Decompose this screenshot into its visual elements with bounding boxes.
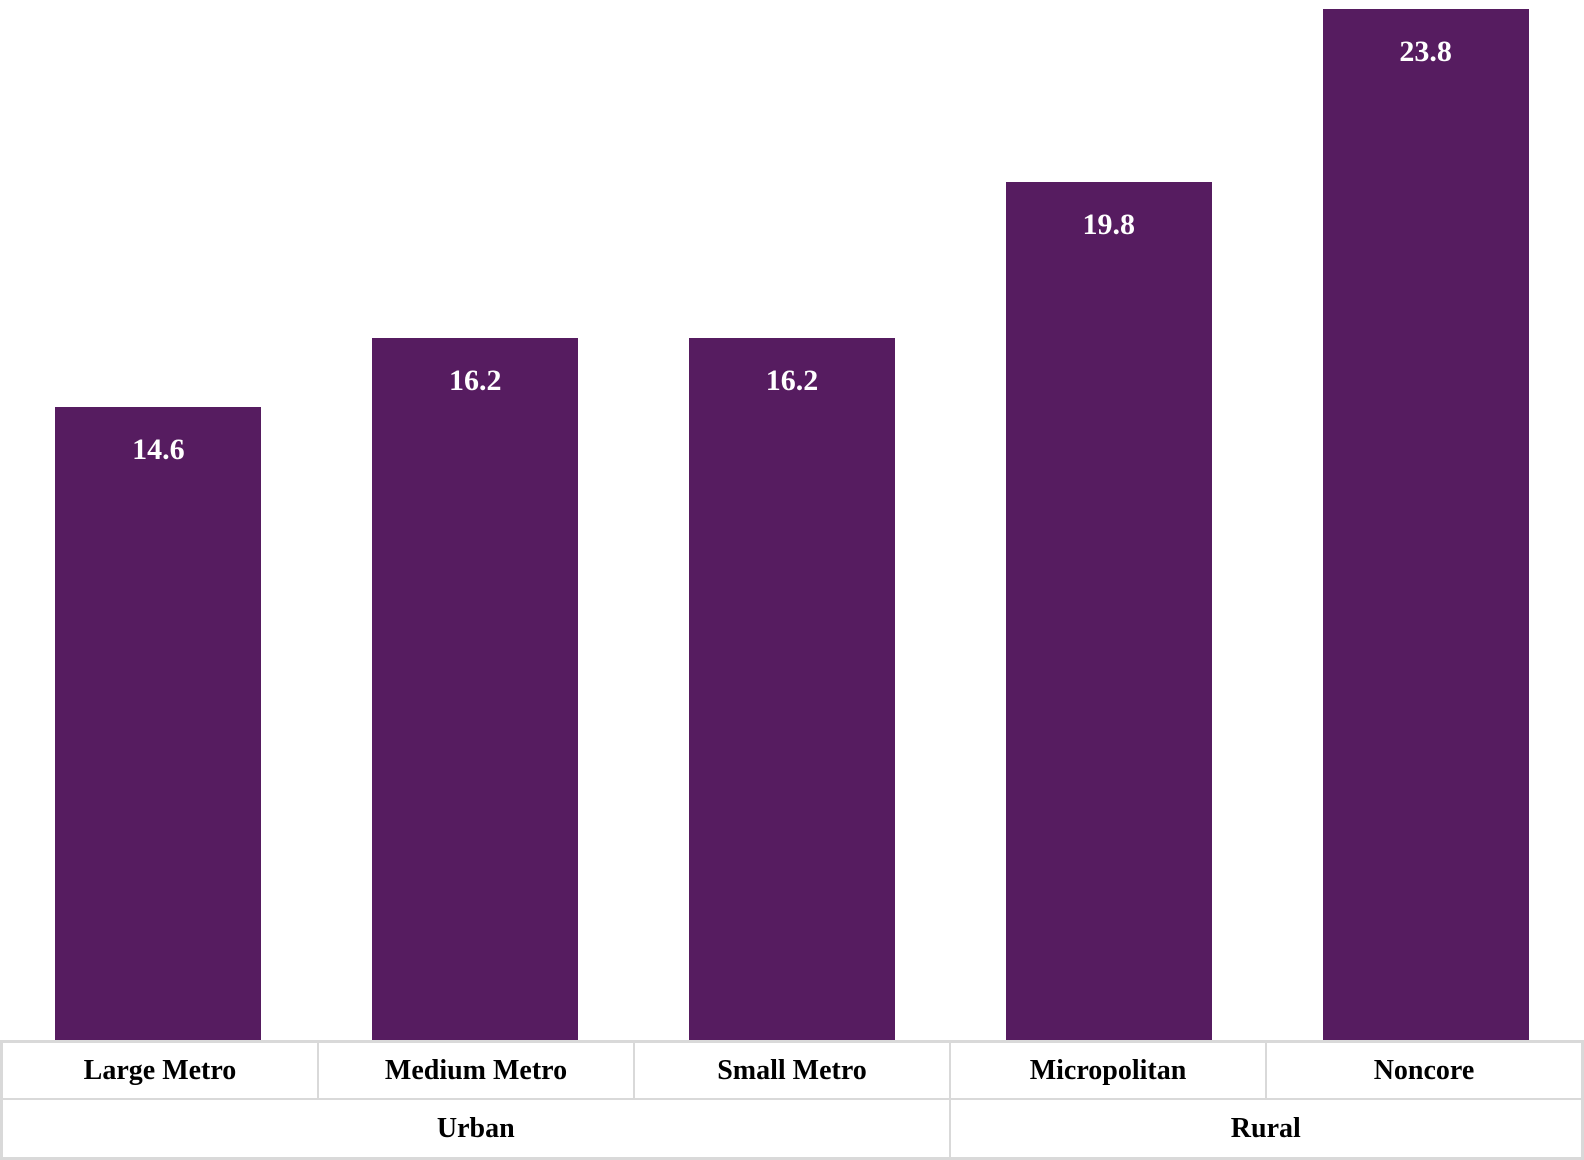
bar: 16.2	[372, 338, 579, 1040]
category-label: Small Metro	[635, 1043, 951, 1098]
bar-value-label: 14.6	[132, 433, 185, 466]
group-label-row: Urban Rural	[3, 1100, 1581, 1157]
bar: 16.2	[689, 338, 895, 1040]
bar-value-label: 23.8	[1399, 35, 1452, 68]
bar-column: 14.6	[0, 0, 317, 1040]
bar: 23.8	[1322, 9, 1529, 1040]
bar-value-label: 19.8	[1082, 208, 1136, 241]
bar-value-label: 16.2	[765, 364, 819, 397]
bar-value-label: 16.2	[448, 364, 502, 397]
category-axis: Large Metro Medium Metro Small Metro Microp…	[0, 1040, 1584, 1160]
category-label: Noncore	[1373, 1054, 1475, 1086]
category-label: Micropolitan	[951, 1043, 1267, 1098]
group-label: Urban	[3, 1100, 951, 1157]
bar-column: 19.8	[950, 0, 1267, 1040]
category-label: Large Metro	[3, 1043, 319, 1098]
category-label: Medium Metro	[319, 1043, 635, 1098]
bar: 19.8	[1005, 182, 1212, 1040]
category-label-row: Large Metro Medium Metro Small Metro Microp…	[3, 1043, 1581, 1100]
bar: 14.6	[55, 407, 262, 1040]
group-label: Rural	[1230, 1112, 1301, 1144]
bar-column: 16.2	[634, 0, 951, 1040]
plot-area: 14.6 16.2 16.2 19.8 23.8	[0, 0, 1584, 1040]
bar-column: 16.2	[317, 0, 634, 1040]
bar-column: 23.8	[1267, 0, 1584, 1040]
